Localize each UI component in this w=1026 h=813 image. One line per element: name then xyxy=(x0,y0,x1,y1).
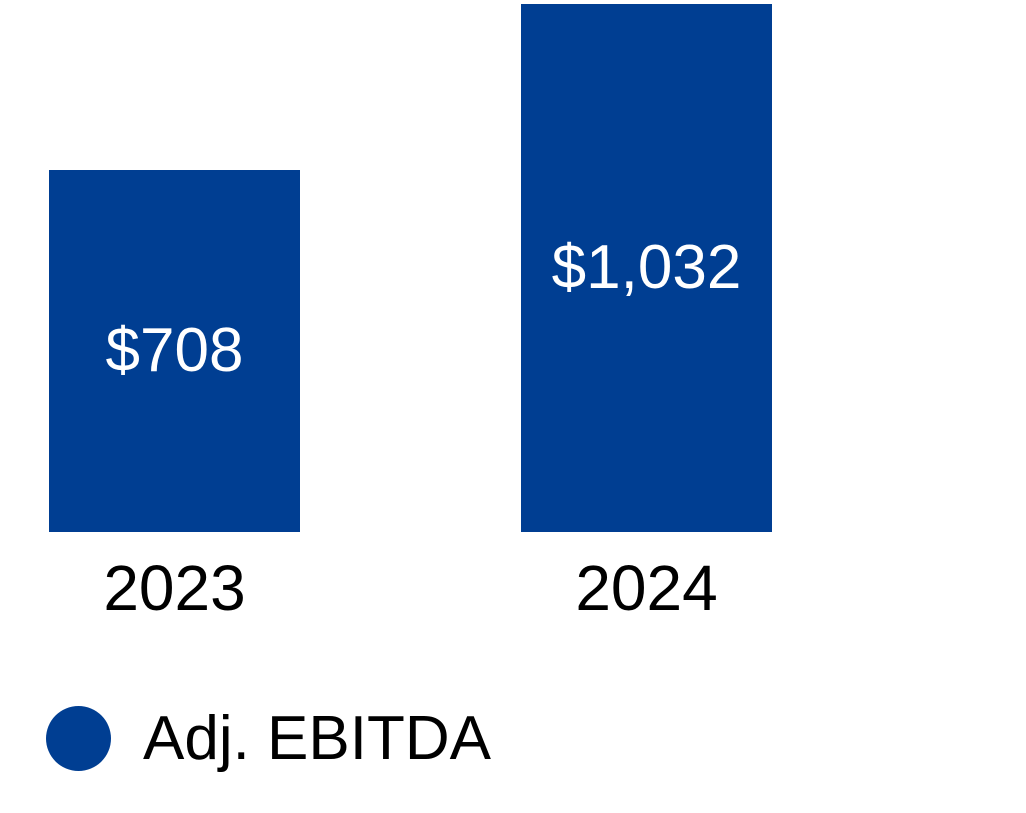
legend-marker-circle xyxy=(46,706,111,771)
bar-value-label-2023: $708 xyxy=(105,316,244,385)
bar-2023: $708 xyxy=(49,170,300,532)
bar-value-label-2024: $1,032 xyxy=(551,233,742,302)
bar-2024: $1,032 xyxy=(521,4,772,532)
x-axis-label-2023: 2023 xyxy=(103,552,246,624)
legend: Adj. EBITDA xyxy=(46,706,491,771)
plot-area: $708 $1,032 xyxy=(49,0,772,532)
legend-series-label: Adj. EBITDA xyxy=(143,703,491,773)
x-axis-label-2024: 2024 xyxy=(575,552,718,624)
bar-column-2023: $708 xyxy=(49,0,300,532)
bar-column-2024: $1,032 xyxy=(521,0,772,532)
